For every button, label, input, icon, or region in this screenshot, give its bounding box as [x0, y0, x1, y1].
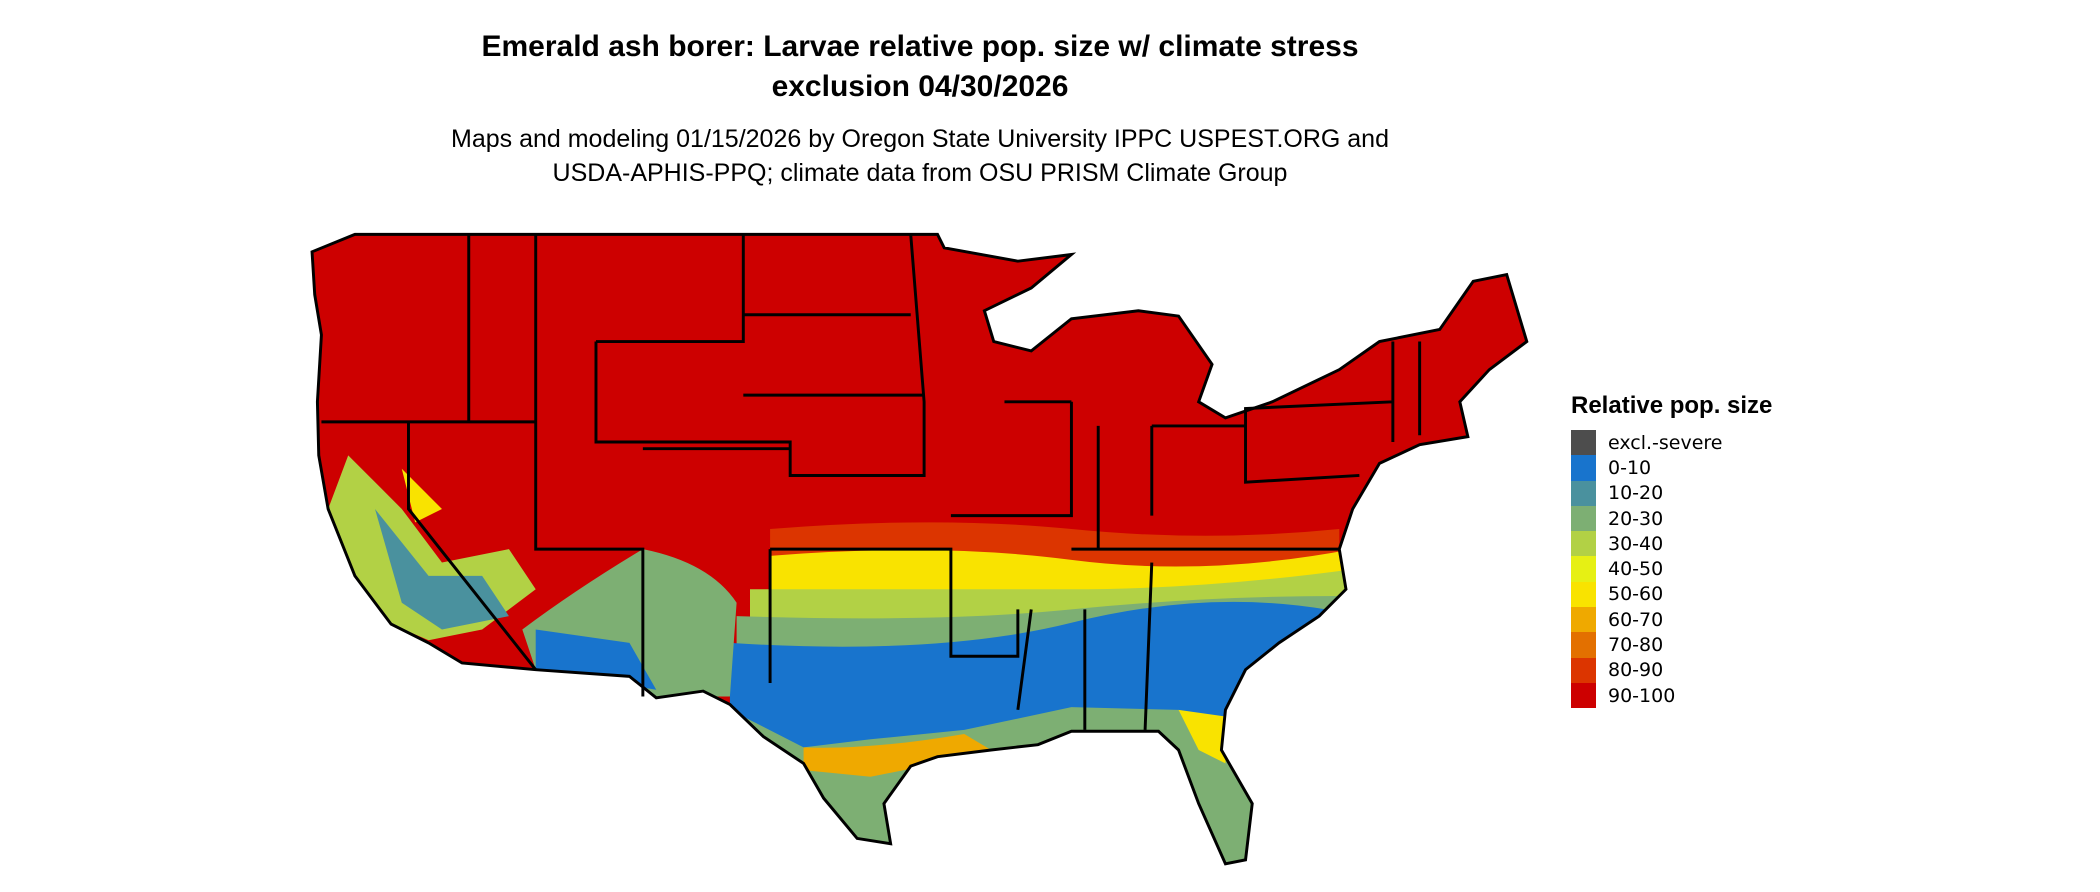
legend-item: 0-10 — [1571, 455, 1772, 481]
legend-swatch — [1571, 607, 1596, 633]
legend-label: 30-40 — [1608, 532, 1664, 555]
legend-swatch — [1571, 480, 1596, 506]
legend-label: 70-80 — [1608, 634, 1664, 657]
legend-label: 10-20 — [1608, 482, 1664, 505]
legend: Relative pop. size excl.-severe 0-10 10-20… — [1571, 392, 1773, 709]
legend-label: 80-90 — [1608, 659, 1664, 682]
legend-item: 30-40 — [1571, 531, 1772, 557]
legend-item: 70-80 — [1571, 632, 1772, 658]
legend-item: 80-90 — [1571, 657, 1772, 683]
map-subtitle-line1: Maps and modeling 01/15/2026 by Oregon S… — [451, 125, 1389, 153]
legend-title: Relative pop. size — [1571, 392, 1773, 419]
legend-label: 90-100 — [1608, 684, 1676, 707]
population-raster — [312, 234, 1527, 864]
legend-item: 10-20 — [1571, 480, 1772, 506]
legend-label: 40-50 — [1608, 558, 1664, 581]
legend-item: excl.-severe — [1571, 430, 1772, 456]
legend-swatch — [1571, 682, 1596, 709]
map-title-line1: Emerald ash borer: Larvae relative pop. … — [481, 30, 1359, 63]
legend-label: excl.-severe — [1608, 431, 1723, 454]
legend-label: 50-60 — [1608, 583, 1664, 606]
legend-swatch — [1571, 430, 1596, 456]
legend-item: 40-50 — [1571, 556, 1772, 582]
legend-swatch — [1571, 505, 1596, 532]
map-subtitle-line2: USDA-APHIS-PPQ; climate data from OSU PR… — [552, 159, 1288, 187]
legend-label: 20-30 — [1608, 507, 1664, 530]
legend-swatch — [1571, 531, 1596, 557]
legend-item: 90-100 — [1571, 682, 1772, 709]
legend-label: 60-70 — [1608, 608, 1664, 631]
map-title-line2: exclusion 04/30/2026 — [771, 70, 1069, 103]
state-borders — [310, 232, 1529, 866]
legend-swatch — [1571, 657, 1596, 683]
legend-item: 50-60 — [1571, 581, 1772, 608]
legend-swatch — [1571, 581, 1596, 608]
legend-items: excl.-severe 0-10 10-20 20-30 30-40 40-50 50-6… — [1571, 430, 1772, 709]
legend-swatch — [1571, 455, 1596, 481]
legend-item: 20-30 — [1571, 505, 1772, 532]
legend-swatch — [1571, 556, 1596, 582]
legend-label: 0-10 — [1608, 456, 1652, 479]
legend-item: 60-70 — [1571, 607, 1772, 633]
legend-swatch — [1571, 632, 1596, 658]
